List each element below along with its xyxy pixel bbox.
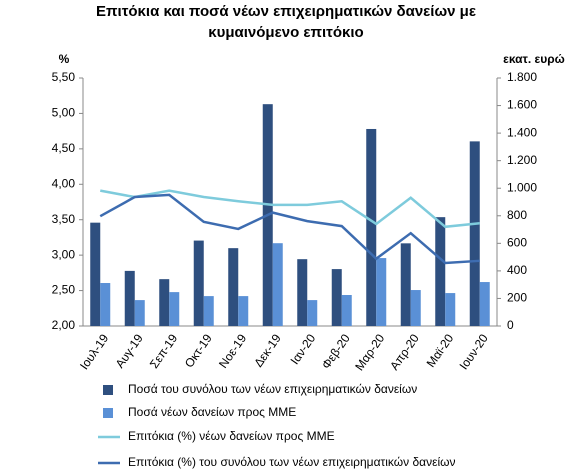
line — [100, 189, 480, 229]
bar — [435, 217, 446, 326]
bar — [307, 300, 318, 326]
y2-tick-label: 1.200 — [507, 153, 537, 167]
y2-tick-label: 600 — [507, 236, 527, 250]
x-tick-label: Μαρ-20 — [352, 331, 387, 373]
legend-label: Επιτόκια (%) του συνόλου των νέων επιχει… — [128, 455, 456, 469]
bar — [134, 300, 145, 326]
bar — [410, 290, 421, 326]
legend-label: Ποσά του συνόλου των νέων επιχειρηματικώ… — [128, 382, 417, 396]
y-tick-label: 4,50 — [52, 141, 76, 155]
x-tick-label: Νοε-19 — [216, 331, 249, 370]
y2-tick-label: 800 — [507, 208, 527, 222]
chart-title: κυμαινόμενο επιτόκιο — [208, 24, 363, 41]
bar — [366, 128, 377, 326]
y2-tick-label: 1.800 — [507, 70, 537, 84]
bar — [100, 283, 111, 326]
legend-swatch — [103, 385, 113, 395]
bar — [238, 296, 249, 326]
legend-label: Ποσά νέων δανείων προς ΜΜΕ — [128, 405, 296, 419]
x-tick-label: Φεβ-20 — [319, 331, 353, 371]
bar — [169, 292, 180, 326]
y2-tick-label: 200 — [507, 291, 527, 305]
y2-axis-title: εκατ. ευρώ — [503, 52, 565, 66]
bar — [90, 222, 101, 326]
bar — [203, 296, 214, 326]
bar — [376, 258, 387, 326]
x-tick-label: Ιουλ-19 — [77, 331, 112, 372]
y-tick-label: 2,00 — [52, 318, 76, 332]
x-tick-label: Αυγ-19 — [113, 331, 146, 370]
y2-tick-label: 1.600 — [507, 98, 537, 112]
x-tick-label: Δεκ-19 — [251, 331, 284, 369]
bar — [159, 279, 170, 326]
bar — [331, 269, 342, 326]
y-tick-label: 2,50 — [52, 283, 76, 297]
bar — [297, 259, 308, 326]
x-tick-label: Σεπ-19 — [147, 331, 181, 371]
y2-tick-label: 400 — [507, 263, 527, 277]
bar — [341, 295, 352, 326]
x-tick-label: Ιαν-20 — [288, 331, 319, 367]
chart-title: Επιτόκια και ποσά νέων επιχειρηματικών δ… — [96, 3, 476, 20]
y-tick-label: 3,00 — [52, 247, 76, 261]
bar — [445, 293, 456, 326]
x-tick-label: Οκτ-19 — [182, 331, 215, 370]
bar — [479, 282, 490, 326]
y2-tick-label: 0 — [507, 318, 514, 332]
y-axis-title: % — [59, 52, 70, 66]
bar — [400, 243, 411, 326]
bar — [469, 141, 480, 326]
line — [99, 193, 480, 265]
y-tick-label: 4,00 — [52, 176, 76, 190]
y-tick-label: 3,50 — [52, 212, 76, 226]
y-tick-label: 5,50 — [52, 70, 76, 84]
x-tick-label: Ιουν-20 — [456, 331, 491, 372]
legend-swatch — [103, 408, 113, 418]
legend-label: Επιτόκια (%) νέων δανείων προς ΜΜΕ — [128, 429, 335, 443]
y2-tick-label: 1.400 — [507, 125, 537, 139]
bar — [124, 270, 135, 326]
bar — [272, 243, 283, 326]
x-tick-label: Απρ-20 — [387, 331, 422, 372]
y-tick-label: 5,00 — [52, 106, 76, 120]
bar — [193, 240, 204, 326]
y2-tick-label: 1.000 — [507, 180, 537, 194]
x-tick-label: Μαϊ-20 — [424, 331, 457, 370]
bar — [228, 248, 239, 326]
